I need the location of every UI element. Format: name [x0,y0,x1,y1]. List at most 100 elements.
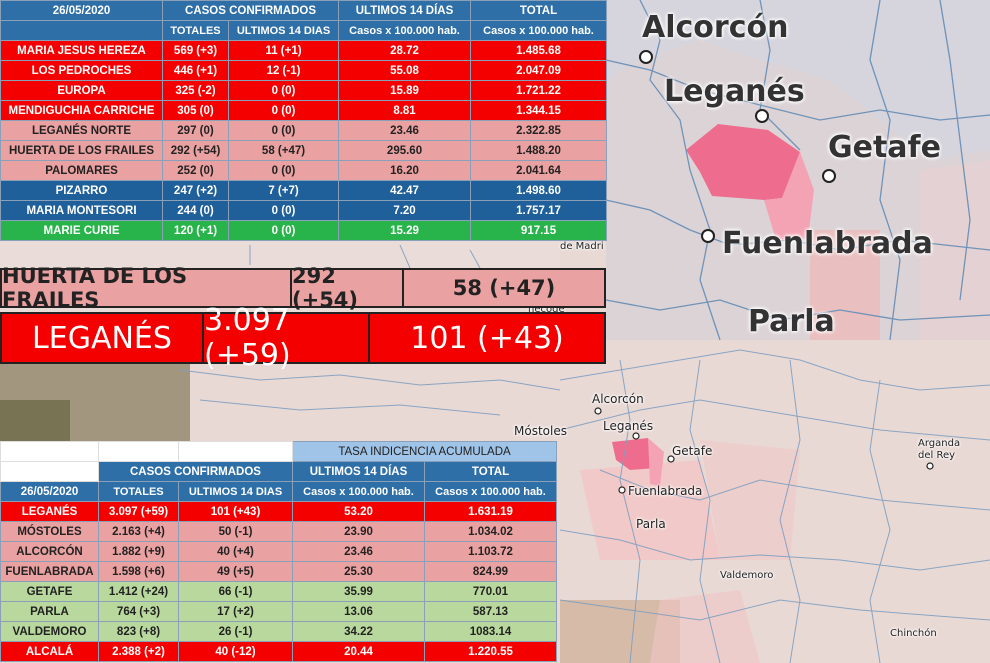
table-row: LEGANÉS NORTE 297 (0) 0 (0) 23.46 2.322.85 [0,120,608,141]
cell-name: LEGANÉS [0,501,99,522]
cell-totales: 120 (+1) [162,220,229,241]
cell-name: MENDIGUCHIA CARRICHE [0,100,163,121]
cell-total: 824.99 [423,561,558,582]
map-label-getafe: Getafe [672,444,713,458]
cell-name: PIZARRO [0,180,163,201]
cell-u14: 50 (-1) [178,521,293,542]
map-label-madrid-fragment: de Madri [560,241,604,252]
bottom-sub-totales: TOTALES [98,481,179,502]
cell-c14: 8.81 [338,100,472,121]
map-label-valdemoro: Valdemoro [720,570,774,581]
top-group-ultimos: ULTIMOS 14 DÍAS [338,0,472,21]
table-row: LOS PEDROCHES 446 (+1) 12 (-1) 55.08 2.047.0… [0,60,608,81]
cell-name: LOS PEDROCHES [0,60,163,81]
bottom-tasa-header: TASA INDICENCIA ACUMULADA [291,441,558,462]
cell-totales: 325 (-2) [162,80,229,101]
cell-c14: 23.46 [292,541,425,562]
leganes-highlight-name: LEGANÉS [2,314,204,362]
cell-name: ALCALÁ [0,641,99,662]
table-row: PARLA 764 (+3) 17 (+2) 13.06 587.13 [0,601,558,622]
top-sub-totales: TOTALES [162,20,229,41]
cell-c14: 295.60 [338,140,472,161]
cell-totales: 252 (0) [162,160,229,181]
map-label-arganda: Arganda del Rey [918,438,961,461]
cell-u14: 0 (0) [227,200,340,221]
cell-name: PARLA [0,601,99,622]
cell-name: LEGANÉS NORTE [0,120,163,141]
huerta-highlight-band: HUERTA DE LOS FRAILES 292 (+54) 58 (+47) [0,264,606,312]
cell-totales: 446 (+1) [162,60,229,81]
table-row: ALCALÁ 2.388 (+2) 40 (-12) 20.44 1.220.55 [0,641,558,662]
cell-name: EUROPA [0,80,163,101]
cell-name: FUENLABRADA [0,561,99,582]
table-row: ALCORCÓN 1.882 (+9) 40 (+4) 23.46 1.103.72 [0,541,558,562]
cell-u14: 0 (0) [227,120,340,141]
cell-total: 1.631.19 [423,501,558,522]
cell-name: MARIA JESUS HEREZA [0,40,163,61]
cell-total: 917.15 [470,220,608,241]
cell-c14: 25.30 [292,561,425,582]
cell-total: 770.01 [423,581,558,602]
map-label-fuenlabrada: Fuenlabrada [628,484,703,498]
leganes-highlight-ultimos14: 101 (+43) [410,320,564,356]
fuenlabrada-dot [701,229,715,243]
cell-totales: 1.598 (+6) [98,561,179,582]
leganes-highlight-band: LEGANÉS 3.097 (+59) 101 (+43) [0,303,606,373]
leganes-highlight-totales: 3.097 (+59) [204,303,370,373]
top-group-total: TOTAL [470,0,608,21]
cell-u14: 66 (-1) [178,581,293,602]
cell-c14: 53.20 [292,501,425,522]
table-row: MÓSTOLES 2.163 (+4) 50 (-1) 23.90 1.034.02 [0,521,558,542]
cell-name: PALOMARES [0,160,163,181]
table-row: EUROPA 325 (-2) 0 (0) 15.89 1.721.22 [0,80,608,101]
map-label-leganes: Leganés [603,419,654,433]
cell-u14: 101 (+43) [178,501,293,522]
cell-total: 1.034.02 [423,521,558,542]
cell-u14: 7 (+7) [227,180,340,201]
cell-name: MARIA MONTESORI [0,200,163,221]
cell-totales: 244 (0) [162,200,229,221]
cell-c14: 13.06 [292,601,425,622]
top-sub-casostotal: Casos x 100.000 hab. [470,20,608,41]
cell-u14: 0 (0) [227,160,340,181]
cell-totales: 2.388 (+2) [98,641,179,662]
cell-total: 1.485.68 [470,40,608,61]
cell-totales: 297 (0) [162,120,229,141]
top-neighborhood-table: 26/05/2020 CASOS CONFIRMADOS ULTIMOS 14 … [0,0,608,241]
cell-name: HUERTA DE LOS FRAILES [0,140,163,161]
cell-totales: 3.097 (+59) [98,501,179,522]
cell-totales: 1.882 (+9) [98,541,179,562]
cell-c14: 23.46 [338,120,472,141]
getafe-dot [822,169,836,183]
top-date: 26/05/2020 [0,0,163,21]
cell-c14: 34.22 [292,621,425,642]
cell-total: 2.322.85 [470,120,608,141]
bottom-sub-ultimos14: ULTIMOS 14 DIAS [178,481,293,502]
table-row: VALDEMORO 823 (+8) 26 (-1) 34.22 1083.14 [0,621,558,642]
cell-u14: 40 (+4) [178,541,293,562]
cell-u14: 40 (-12) [178,641,293,662]
bottom-municipality-table: TASA INDICENCIA ACUMULADA CASOS CONFIRMA… [0,441,558,662]
cell-c14: 28.72 [338,40,472,61]
map-label-parla-large: Parla [748,304,835,339]
cell-c14: 20.44 [292,641,425,662]
table-row: MARIA JESUS HEREZA 569 (+3) 11 (+1) 28.72 1.… [0,40,608,61]
cell-c14: 55.08 [338,60,472,81]
cell-totales: 247 (+2) [162,180,229,201]
cell-name: ALCORCÓN [0,541,99,562]
cell-totales: 305 (0) [162,100,229,121]
cell-u14: 0 (0) [227,100,340,121]
cell-totales: 569 (+3) [162,40,229,61]
table-row: HUERTA DE LOS FRAILES 292 (+54) 58 (+47) 29… [0,140,608,161]
cell-total: 1.721.22 [470,80,608,101]
cell-total: 1.103.72 [423,541,558,562]
cell-name: MÓSTOLES [0,521,99,542]
map-label-fuenlabrada-large: Fuenlabrada [722,226,933,261]
cell-total: 1.344.15 [470,100,608,121]
bottom-group-casos: CASOS CONFIRMADOS [98,461,293,482]
top-sub-casos14: Casos x 100.000 hab. [338,20,472,41]
leganes-dot [755,109,769,123]
cell-total: 1.220.55 [423,641,558,662]
cell-c14: 42.47 [338,180,472,201]
cell-total: 1.498.60 [470,180,608,201]
